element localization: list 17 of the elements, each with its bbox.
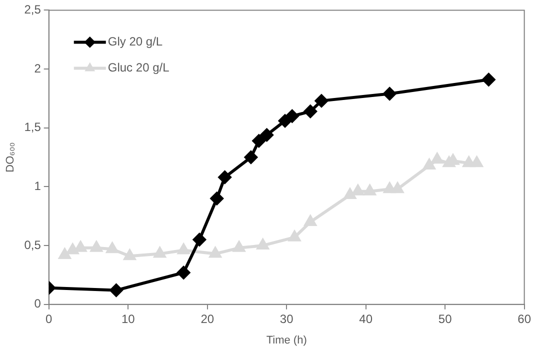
x-tick-label: 50 <box>438 312 452 326</box>
y-tick-label: 1,5 <box>24 120 42 134</box>
x-tick-label: 20 <box>200 312 214 326</box>
x-axis-title: Time (h) <box>266 334 307 346</box>
y-axis-title: DO₆₀₀ <box>4 142 17 172</box>
x-tick-label: 60 <box>518 312 532 326</box>
x-tick-label: 10 <box>121 312 136 326</box>
x-tick-label: 40 <box>359 312 373 326</box>
legend-label: Gluc 20 g/L <box>108 60 170 75</box>
legend-label: Gly 20 g/L <box>108 34 163 49</box>
y-tick-label: 0 <box>34 296 42 311</box>
y-tick-label: 1 <box>34 179 42 194</box>
x-tick-label: 0 <box>46 312 53 326</box>
y-tick-label: 2 <box>34 61 42 76</box>
y-tick-label: 2,5 <box>24 2 42 17</box>
y-tick-label: 0,5 <box>24 238 42 252</box>
x-tick-label: 30 <box>280 312 294 326</box>
